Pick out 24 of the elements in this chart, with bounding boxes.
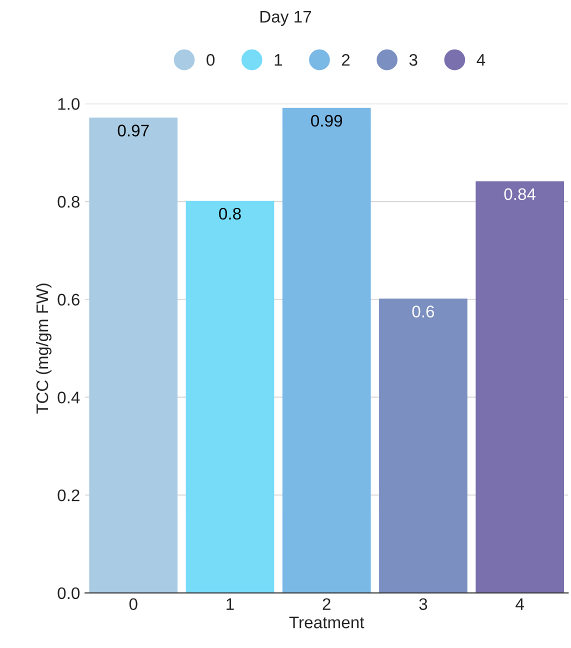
legend-label: 0 bbox=[206, 54, 215, 66]
y-tick-label: 0.6 bbox=[58, 294, 80, 306]
data-label: 0.97 bbox=[118, 124, 149, 136]
x-axis-title: Treatment bbox=[289, 616, 364, 628]
legend-label: 1 bbox=[274, 54, 282, 66]
y-axis-title: TCC (mg/gm FW) bbox=[36, 284, 52, 414]
data-label: 0.84 bbox=[504, 188, 536, 200]
y-tick-label: 0.8 bbox=[58, 196, 80, 208]
y-tick-label: 0.0 bbox=[58, 587, 80, 600]
legend-label: 2 bbox=[342, 54, 350, 66]
data-label: 0.8 bbox=[219, 208, 241, 220]
y-tick-label: 0.4 bbox=[58, 392, 80, 404]
data-label: 0.6 bbox=[412, 306, 434, 318]
x-tick-label: 4 bbox=[516, 598, 524, 610]
data-label: 0.99 bbox=[311, 114, 342, 127]
x-tick-label: 2 bbox=[322, 598, 330, 610]
x-tick-label: 0 bbox=[129, 598, 138, 610]
y-tick-label: 1.0 bbox=[58, 98, 80, 110]
chart-title: Day 17 bbox=[260, 10, 312, 26]
y-tick-label: 0.2 bbox=[58, 489, 80, 502]
x-tick-label: 1 bbox=[226, 598, 234, 610]
legend-label: 4 bbox=[476, 54, 486, 66]
legend-label: 3 bbox=[409, 54, 418, 66]
x-tick-label: 3 bbox=[419, 598, 428, 610]
